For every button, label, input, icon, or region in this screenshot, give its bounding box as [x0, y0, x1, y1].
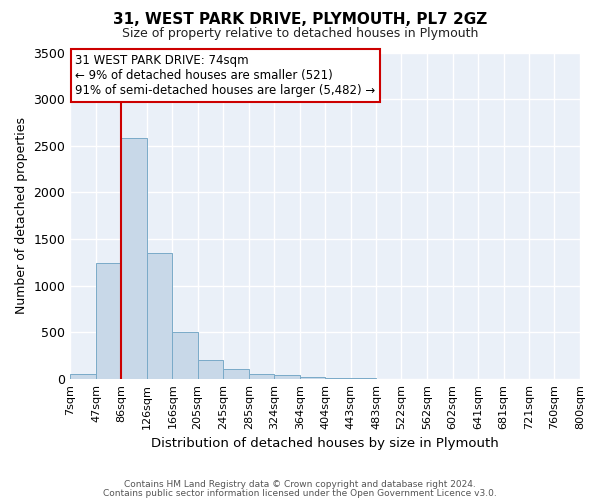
Bar: [147, 253, 172, 379]
Text: 31 WEST PARK DRIVE: 74sqm
← 9% of detached houses are smaller (521)
91% of semi-: 31 WEST PARK DRIVE: 74sqm ← 9% of detach…: [76, 54, 376, 97]
Text: Contains public sector information licensed under the Open Government Licence v3: Contains public sector information licen…: [103, 490, 497, 498]
Bar: [300, 378, 325, 379]
Bar: [274, 375, 300, 379]
Text: Size of property relative to detached houses in Plymouth: Size of property relative to detached ho…: [122, 28, 478, 40]
Bar: [223, 368, 249, 379]
X-axis label: Distribution of detached houses by size in Plymouth: Distribution of detached houses by size …: [151, 437, 499, 450]
Y-axis label: Number of detached properties: Number of detached properties: [15, 117, 28, 314]
Bar: [172, 332, 197, 379]
Bar: [96, 263, 121, 379]
Text: Contains HM Land Registry data © Crown copyright and database right 2024.: Contains HM Land Registry data © Crown c…: [124, 480, 476, 489]
Bar: [325, 378, 350, 379]
Bar: [249, 374, 274, 379]
Bar: [121, 138, 147, 379]
Bar: [197, 360, 223, 379]
Bar: [70, 374, 96, 379]
Text: 31, WEST PARK DRIVE, PLYMOUTH, PL7 2GZ: 31, WEST PARK DRIVE, PLYMOUTH, PL7 2GZ: [113, 12, 487, 28]
